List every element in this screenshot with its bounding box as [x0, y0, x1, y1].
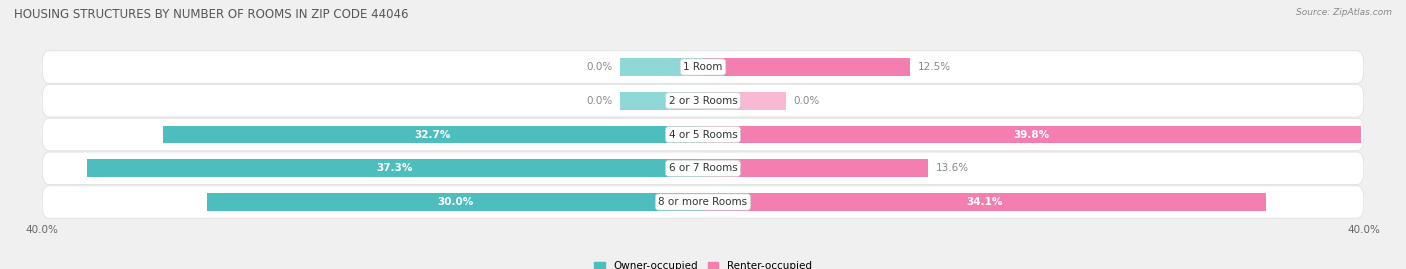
- Text: 37.3%: 37.3%: [377, 163, 413, 173]
- Bar: [703, 92, 786, 109]
- FancyBboxPatch shape: [42, 152, 1364, 185]
- Text: 34.1%: 34.1%: [966, 197, 1002, 207]
- Text: 32.7%: 32.7%: [415, 129, 451, 140]
- Text: 13.6%: 13.6%: [936, 163, 969, 173]
- Text: 6 or 7 Rooms: 6 or 7 Rooms: [669, 163, 737, 173]
- Bar: [163, 126, 703, 143]
- Text: 0.0%: 0.0%: [794, 96, 820, 106]
- Bar: [703, 58, 910, 76]
- Text: 39.8%: 39.8%: [1014, 129, 1050, 140]
- Text: 0.0%: 0.0%: [586, 96, 612, 106]
- Bar: [207, 193, 703, 211]
- Text: HOUSING STRUCTURES BY NUMBER OF ROOMS IN ZIP CODE 44046: HOUSING STRUCTURES BY NUMBER OF ROOMS IN…: [14, 8, 409, 21]
- Text: Source: ZipAtlas.com: Source: ZipAtlas.com: [1296, 8, 1392, 17]
- Text: 12.5%: 12.5%: [918, 62, 950, 72]
- Text: 4 or 5 Rooms: 4 or 5 Rooms: [669, 129, 737, 140]
- FancyBboxPatch shape: [42, 186, 1364, 218]
- FancyBboxPatch shape: [42, 118, 1364, 151]
- FancyBboxPatch shape: [42, 51, 1364, 83]
- FancyBboxPatch shape: [42, 84, 1364, 117]
- Text: 0.0%: 0.0%: [586, 62, 612, 72]
- Bar: [620, 58, 703, 76]
- Bar: [703, 193, 1267, 211]
- Text: 1 Room: 1 Room: [683, 62, 723, 72]
- Bar: [87, 160, 703, 177]
- Text: 8 or more Rooms: 8 or more Rooms: [658, 197, 748, 207]
- Bar: [703, 160, 928, 177]
- Bar: [620, 92, 703, 109]
- Text: 2 or 3 Rooms: 2 or 3 Rooms: [669, 96, 737, 106]
- Text: 30.0%: 30.0%: [437, 197, 474, 207]
- Legend: Owner-occupied, Renter-occupied: Owner-occupied, Renter-occupied: [591, 257, 815, 269]
- Bar: [703, 126, 1361, 143]
